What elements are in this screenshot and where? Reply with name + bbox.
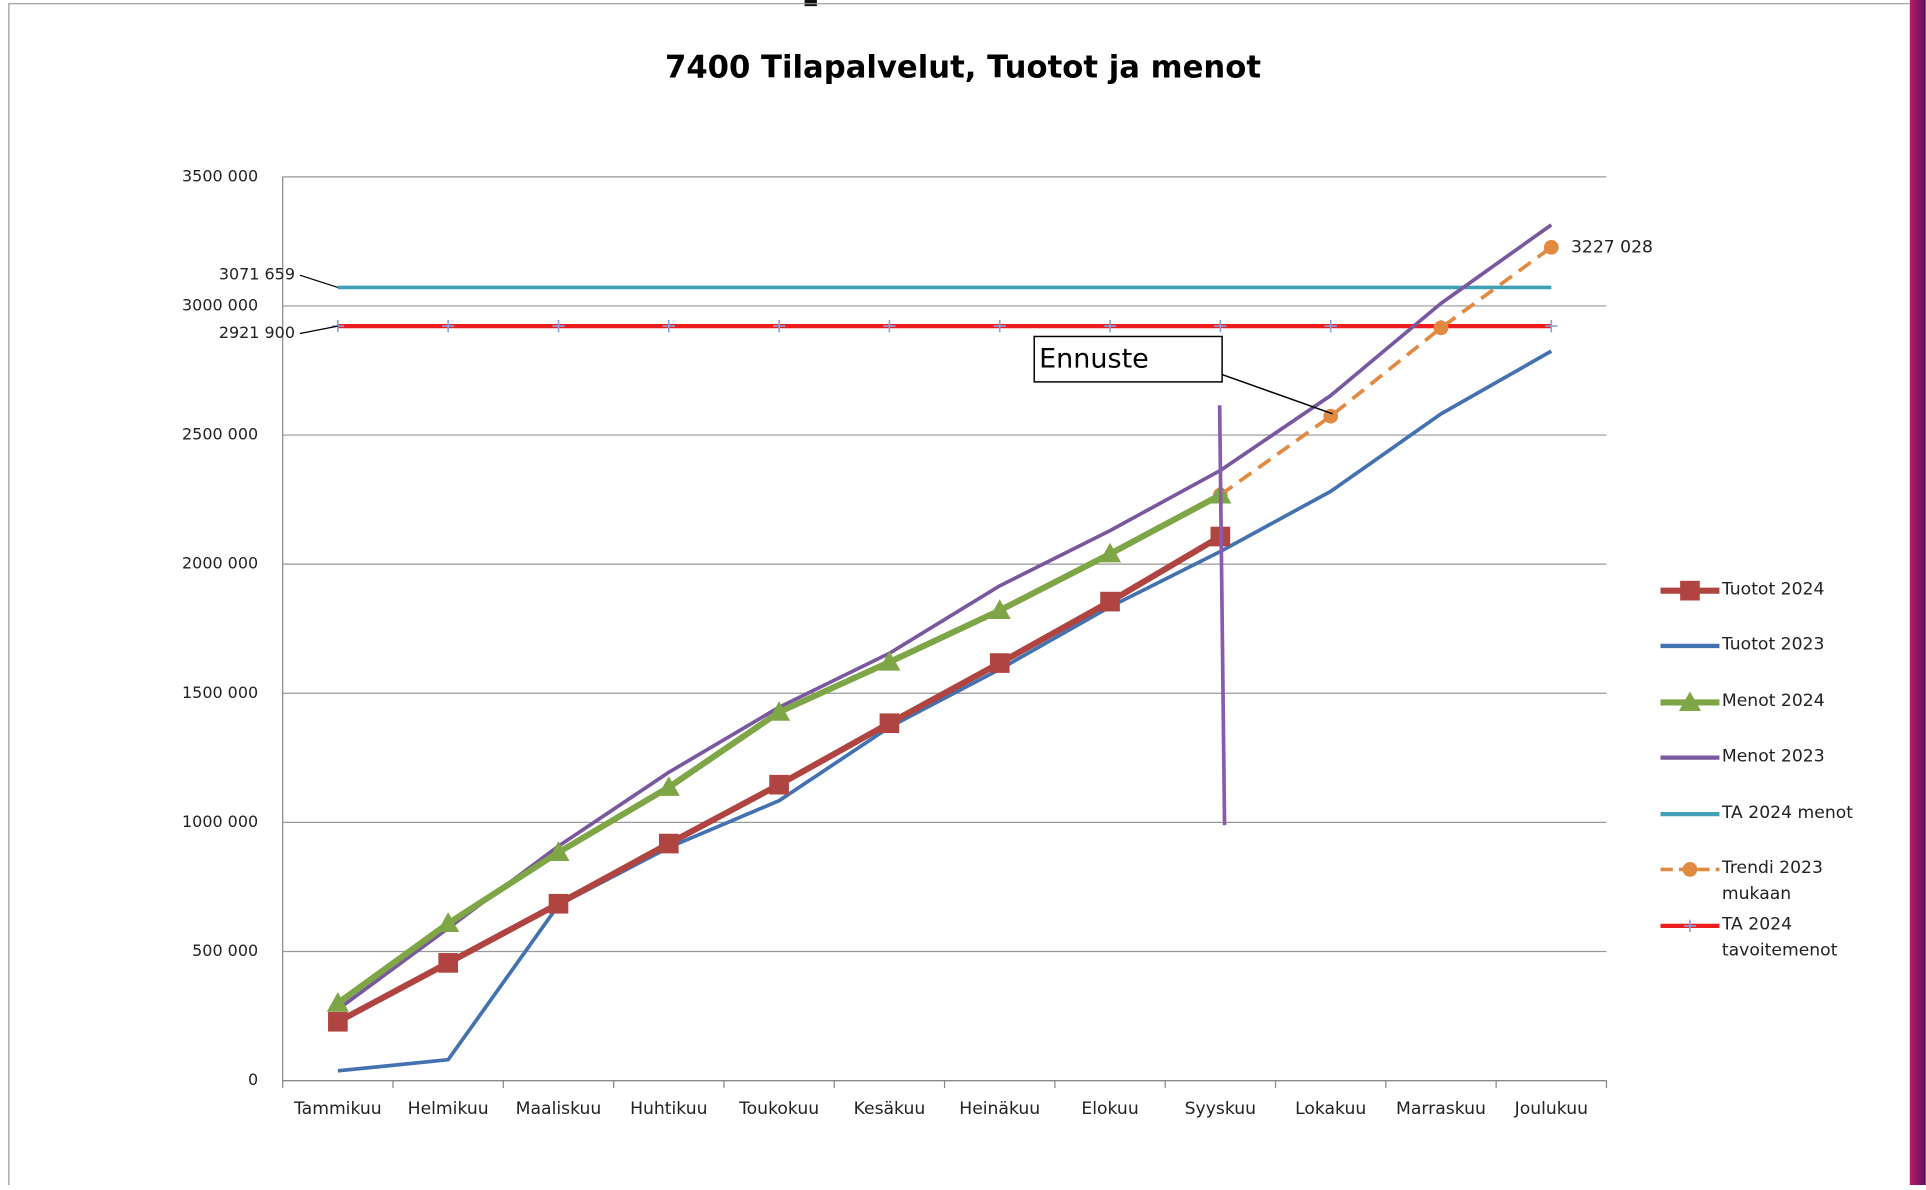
legend-item: Tuotot 2024 — [1660, 579, 1825, 601]
y-tick-label: 1000 000 — [182, 812, 258, 831]
legend-label: TA 2024 menot — [1721, 803, 1853, 823]
legend-text-box: Trendi 2023 mukaan — [1721, 858, 1823, 904]
chart-title: 7400 Tilapalvelut, Tuotot ja menot — [665, 50, 1261, 85]
legend-label: Menot 2023 — [1721, 746, 1825, 767]
y-tick-label: 2500 000 — [182, 425, 258, 444]
legend-label: Menot 2024 — [1721, 691, 1825, 711]
legend-label: TA 2024 tavoitemenot — [1721, 914, 1838, 961]
legend-text-box: Tuotot 2023 — [1721, 634, 1825, 655]
point — [772, 319, 786, 333]
data-label: 2921 900 — [219, 323, 295, 342]
legend-marker — [1683, 919, 1697, 933]
point — [438, 953, 458, 973]
legend-label: Tuotot 2024 — [1721, 579, 1825, 600]
data-label: 3071 659 — [219, 265, 295, 284]
series-line — [1219, 245, 1553, 497]
x-tick-label: Kesäkuu — [854, 1099, 926, 1119]
y-tick-label: 2000 000 — [182, 554, 258, 573]
point — [658, 833, 679, 854]
forecast-divider — [1217, 405, 1227, 826]
x-tick-label: Joulukuu — [1514, 1099, 1588, 1119]
point — [331, 319, 344, 333]
legend-marker — [1678, 691, 1702, 711]
x-tick-label: Elokuu — [1081, 1099, 1138, 1119]
legend-item: Trendi 2023 mukaan — [1660, 858, 1823, 904]
point — [657, 776, 680, 796]
x-tick-label: Marraskuu — [1396, 1099, 1486, 1119]
legend-marker — [1680, 580, 1700, 601]
legend-text-box: Menot 2023 — [1721, 746, 1825, 767]
point — [768, 701, 791, 721]
point — [662, 319, 675, 333]
series-line — [336, 492, 1222, 1006]
legend-text-box: Menot 2024 — [1721, 691, 1825, 711]
point — [547, 841, 570, 861]
point — [328, 1011, 348, 1032]
x-tick-label: Toukokuu — [738, 1099, 819, 1119]
point — [442, 319, 455, 333]
annotation-box — [1033, 335, 1223, 383]
legend-item: TA 2024 menot — [1660, 803, 1853, 823]
point — [879, 713, 900, 734]
y-tick-label: 3000 000 — [182, 295, 258, 314]
plot-area: 0 500 000 1000 000 1500 000 2000 000 2500 000… — [182, 166, 1853, 1119]
point — [1545, 319, 1558, 333]
legend-text-box: TA 2024 menot — [1721, 803, 1853, 823]
x-tick-label: Syyskuu — [1185, 1099, 1256, 1119]
annotation-arrow — [1221, 373, 1333, 415]
annotation: Ennuste — [1039, 343, 1149, 374]
y-tick-label: 500 000 — [192, 941, 258, 960]
series-line — [336, 223, 1553, 1011]
point — [1100, 591, 1120, 612]
leader-line — [299, 325, 338, 335]
point — [878, 650, 901, 671]
slide-edge — [1909, 0, 1926, 1185]
x-tick-label: Tammikuu — [293, 1099, 382, 1119]
point — [1433, 320, 1449, 336]
y-tick-label: 1500 000 — [182, 683, 258, 702]
y-tick-label: 3500 000 — [182, 166, 258, 185]
legend-label: Trendi 2023 mukaan — [1721, 858, 1823, 904]
legend-item: TA 2024 tavoitemenot — [1660, 914, 1838, 961]
legend-item: Menot 2023 — [1660, 746, 1825, 767]
chart-frame — [8, 3, 1910, 1185]
point — [1543, 239, 1559, 255]
point — [1098, 542, 1122, 563]
point — [552, 319, 565, 333]
y-tick-label: 0 — [248, 1070, 258, 1089]
point — [548, 893, 569, 914]
legend-text-box: Tuotot 2024 — [1721, 579, 1825, 600]
series-line — [337, 349, 1553, 1073]
point — [1324, 319, 1337, 333]
point — [1103, 319, 1117, 333]
x-tick-label: Helmikuu — [408, 1099, 489, 1119]
x-tick-label: Heinäkuu — [959, 1099, 1040, 1119]
point — [989, 653, 1010, 673]
legend-marker — [1682, 862, 1698, 877]
point — [437, 912, 460, 932]
point — [1214, 319, 1227, 333]
legend-text-box: TA 2024 tavoitemenot — [1721, 914, 1838, 961]
point — [769, 774, 789, 795]
x-tick-label: Maaliskuu — [516, 1099, 602, 1119]
point — [993, 319, 1006, 333]
legend-label: Tuotot 2023 — [1721, 634, 1825, 655]
point — [988, 599, 1011, 619]
leader-line — [299, 274, 339, 289]
x-tick-label: Huhtikuu — [630, 1099, 707, 1119]
legend-item: Menot 2024 — [1660, 691, 1825, 711]
data-label: 3227 028 — [1571, 237, 1653, 257]
x-tick-label: Lokakuu — [1295, 1099, 1366, 1119]
point — [326, 992, 349, 1012]
legend-item: Tuotot 2023 — [1660, 634, 1825, 655]
point — [883, 319, 896, 333]
